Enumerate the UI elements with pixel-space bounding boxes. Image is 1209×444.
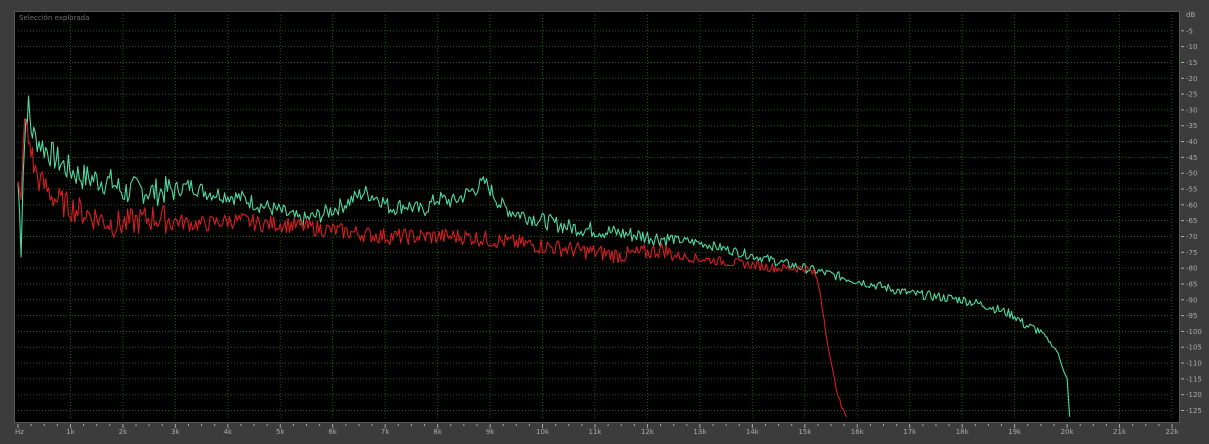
hz-unit-label: Hz [15,428,24,436]
db-tick-label: -50 [1186,170,1197,178]
hz-tick-label: 2k [119,428,128,436]
hz-tick-label: 14k [746,428,760,436]
hz-tick-label: 16k [851,428,865,436]
db-tick-label: -85 [1186,280,1197,288]
hz-tick-label: 11k [589,428,603,436]
db-tick-label: -120 [1186,391,1202,399]
hz-tick-label: 17k [903,428,917,436]
hz-tick-label: 22k [1166,428,1180,436]
plot-title: Selección explorada [19,14,90,22]
db-tick-label: -110 [1186,360,1202,368]
hz-tick-label: 13k [693,428,707,436]
db-tick-label: -40 [1186,138,1197,146]
db-tick-label: -20 [1186,75,1197,83]
hz-tick-label: 15k [798,428,812,436]
db-tick-label: -35 [1186,122,1197,130]
db-tick-label: -100 [1186,328,1202,336]
db-tick-label: -45 [1186,154,1197,162]
db-tick-label: -10 [1186,43,1197,51]
db-unit-label: dB [1186,11,1195,19]
hz-tick-label: 1k [66,428,75,436]
hz-tick-label: 8k [433,428,442,436]
hz-tick-label: 19k [1008,428,1022,436]
hz-tick-label: 4k [224,428,233,436]
hz-tick-label: 20k [1061,428,1075,436]
hz-tick-label: 10k [536,428,550,436]
hz-tick-label: 3k [171,428,180,436]
db-tick-label: -30 [1186,106,1197,114]
hz-tick-label: 7k [381,428,390,436]
db-tick-label: -55 [1186,186,1197,194]
hz-tick-label: 9k [486,428,495,436]
hz-tick-label: 21k [1113,428,1127,436]
db-tick-label: -90 [1186,296,1197,304]
hz-tick-label: 6k [328,428,337,436]
db-tick-label: -125 [1186,407,1202,415]
db-tick-label: -5 [1186,27,1193,35]
db-tick-label: -70 [1186,233,1197,241]
db-tick-label: -15 [1186,59,1197,67]
hz-tick-label: 12k [641,428,655,436]
db-tick-label: -105 [1186,344,1202,352]
db-tick-label: -115 [1186,375,1202,383]
db-tick-label: -75 [1186,249,1197,257]
db-tick-label: -65 [1186,217,1197,225]
db-tick-label: -60 [1186,201,1197,209]
db-tick-label: -25 [1186,91,1197,99]
db-tick-label: -80 [1186,265,1197,273]
hz-tick-label: 18k [956,428,970,436]
hz-tick-label: 5k [276,428,285,436]
db-tick-label: -95 [1186,312,1197,320]
